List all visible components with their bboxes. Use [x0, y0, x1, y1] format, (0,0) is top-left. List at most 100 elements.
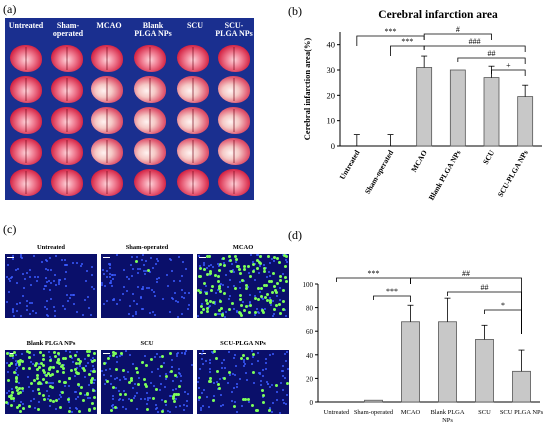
- tunel-dot: [10, 353, 14, 357]
- y-axis-label: Cerebral infarction area(%): [302, 38, 312, 141]
- nucleus-dot: [17, 267, 20, 270]
- nucleus-dot: [262, 368, 265, 371]
- nucleus-dot: [229, 279, 232, 282]
- nucleus-dot: [171, 296, 174, 299]
- nucleus-dot: [47, 268, 50, 271]
- nucleus-dot: [156, 280, 159, 283]
- nucleus-dot: [207, 406, 210, 409]
- nucleus-dot: [83, 376, 86, 379]
- nucleus-dot: [286, 261, 289, 264]
- nucleus-dot: [254, 278, 257, 281]
- tunel-dot: [64, 356, 68, 360]
- nucleus-dot: [266, 383, 269, 386]
- tunel-dot: [127, 381, 131, 385]
- nucleus-dot: [47, 381, 50, 384]
- nucleus-dot: [232, 270, 235, 273]
- tunel-dot: [273, 284, 277, 288]
- nucleus-dot: [139, 297, 142, 300]
- tunel-dot: [217, 285, 221, 289]
- nucleus-dot: [228, 297, 231, 300]
- nucleus-dot: [149, 271, 152, 274]
- chart-title: Cerebral infarction area: [378, 9, 498, 21]
- tunel-dot: [119, 393, 123, 397]
- nucleus-dot: [232, 372, 235, 375]
- tunel-dot: [58, 361, 62, 365]
- nucleus-dot: [235, 311, 238, 314]
- tunel-dot: [83, 368, 87, 372]
- nucleus-dot: [231, 391, 234, 394]
- tunel-dot: [40, 361, 44, 365]
- nucleus-dot: [247, 272, 250, 275]
- tunel-dot: [237, 310, 241, 314]
- nucleus-dot: [85, 270, 88, 273]
- tunel-dot: [36, 381, 40, 385]
- tunel-dot: [171, 397, 175, 401]
- nucleus-dot: [82, 314, 85, 317]
- nucleus-dot: [163, 385, 166, 388]
- tunel-dot: [228, 307, 232, 311]
- tunel-dot: [160, 365, 164, 369]
- nucleus-dot: [132, 293, 135, 296]
- tunel-dot: [114, 367, 118, 371]
- nucleus-dot: [32, 310, 35, 313]
- nucleus-dot: [257, 254, 260, 257]
- nucleus-dot: [282, 272, 285, 275]
- nucleus-dot: [71, 410, 74, 413]
- nucleus-dot: [151, 289, 154, 292]
- nucleus-dot: [211, 351, 214, 353]
- nucleus-dot: [198, 368, 201, 371]
- nucleus-dot: [198, 265, 201, 268]
- tunel-dot: [205, 299, 209, 303]
- nucleus-dot: [156, 257, 159, 260]
- nucleus-dot: [199, 406, 202, 409]
- tunel-dot: [112, 350, 116, 354]
- nucleus-dot: [169, 258, 172, 261]
- tunel-dot: [53, 355, 57, 359]
- nucleus-dot: [284, 259, 287, 262]
- tunel-dot: [29, 381, 33, 385]
- y-tick-label: 80: [306, 305, 314, 313]
- nucleus-dot: [122, 286, 125, 289]
- nucleus-dot: [58, 278, 61, 281]
- nucleus-dot: [177, 371, 180, 374]
- nucleus-dot: [220, 257, 223, 260]
- nucleus-dot: [265, 275, 268, 278]
- nucleus-dot: [268, 406, 271, 409]
- tunel-dot: [74, 362, 78, 366]
- nucleus-dot: [84, 298, 87, 301]
- nucleus-dot: [42, 288, 45, 291]
- tunel-dot: [54, 399, 58, 403]
- nucleus-dot: [224, 366, 227, 369]
- nucleus-dot: [252, 355, 255, 358]
- tunel-dot: [51, 372, 55, 376]
- tunel-dot: [74, 353, 78, 357]
- x-tick-label: NPs: [442, 417, 453, 424]
- sig-bracket-sham-label: ***: [386, 287, 398, 296]
- nucleus-dot: [29, 276, 32, 279]
- nucleus-dot: [138, 267, 141, 270]
- brain-slice: [10, 45, 42, 72]
- nucleus-dot: [176, 315, 179, 318]
- nucleus-dot: [102, 269, 105, 272]
- nucleus-dot: [20, 257, 23, 260]
- tunel-dot: [160, 354, 164, 358]
- nucleus-dot: [36, 275, 39, 278]
- tunel-dot: [90, 379, 94, 383]
- fluorescence-label: SCU-PLGA NPs: [220, 340, 266, 347]
- tunel-dot: [239, 304, 243, 307]
- nucleus-dot: [135, 311, 137, 314]
- nucleus-dot: [102, 302, 105, 305]
- nucleus-dot: [38, 362, 41, 365]
- tunel-dot: [16, 406, 20, 410]
- nucleus-dot: [123, 269, 126, 272]
- nucleus-dot: [33, 255, 36, 258]
- nucleus-dot: [156, 367, 159, 370]
- chart-b: Cerebral infarction area 0 10 20 30 40 Cerebra…: [302, 9, 542, 202]
- tunel-dot: [15, 376, 19, 380]
- nucleus-dot: [65, 264, 68, 267]
- tunel-dot: [239, 356, 243, 360]
- nucleus-dot: [25, 272, 28, 275]
- tunel-dot: [20, 387, 24, 391]
- nucleus-dot: [12, 255, 15, 258]
- nucleus-dot: [110, 404, 113, 407]
